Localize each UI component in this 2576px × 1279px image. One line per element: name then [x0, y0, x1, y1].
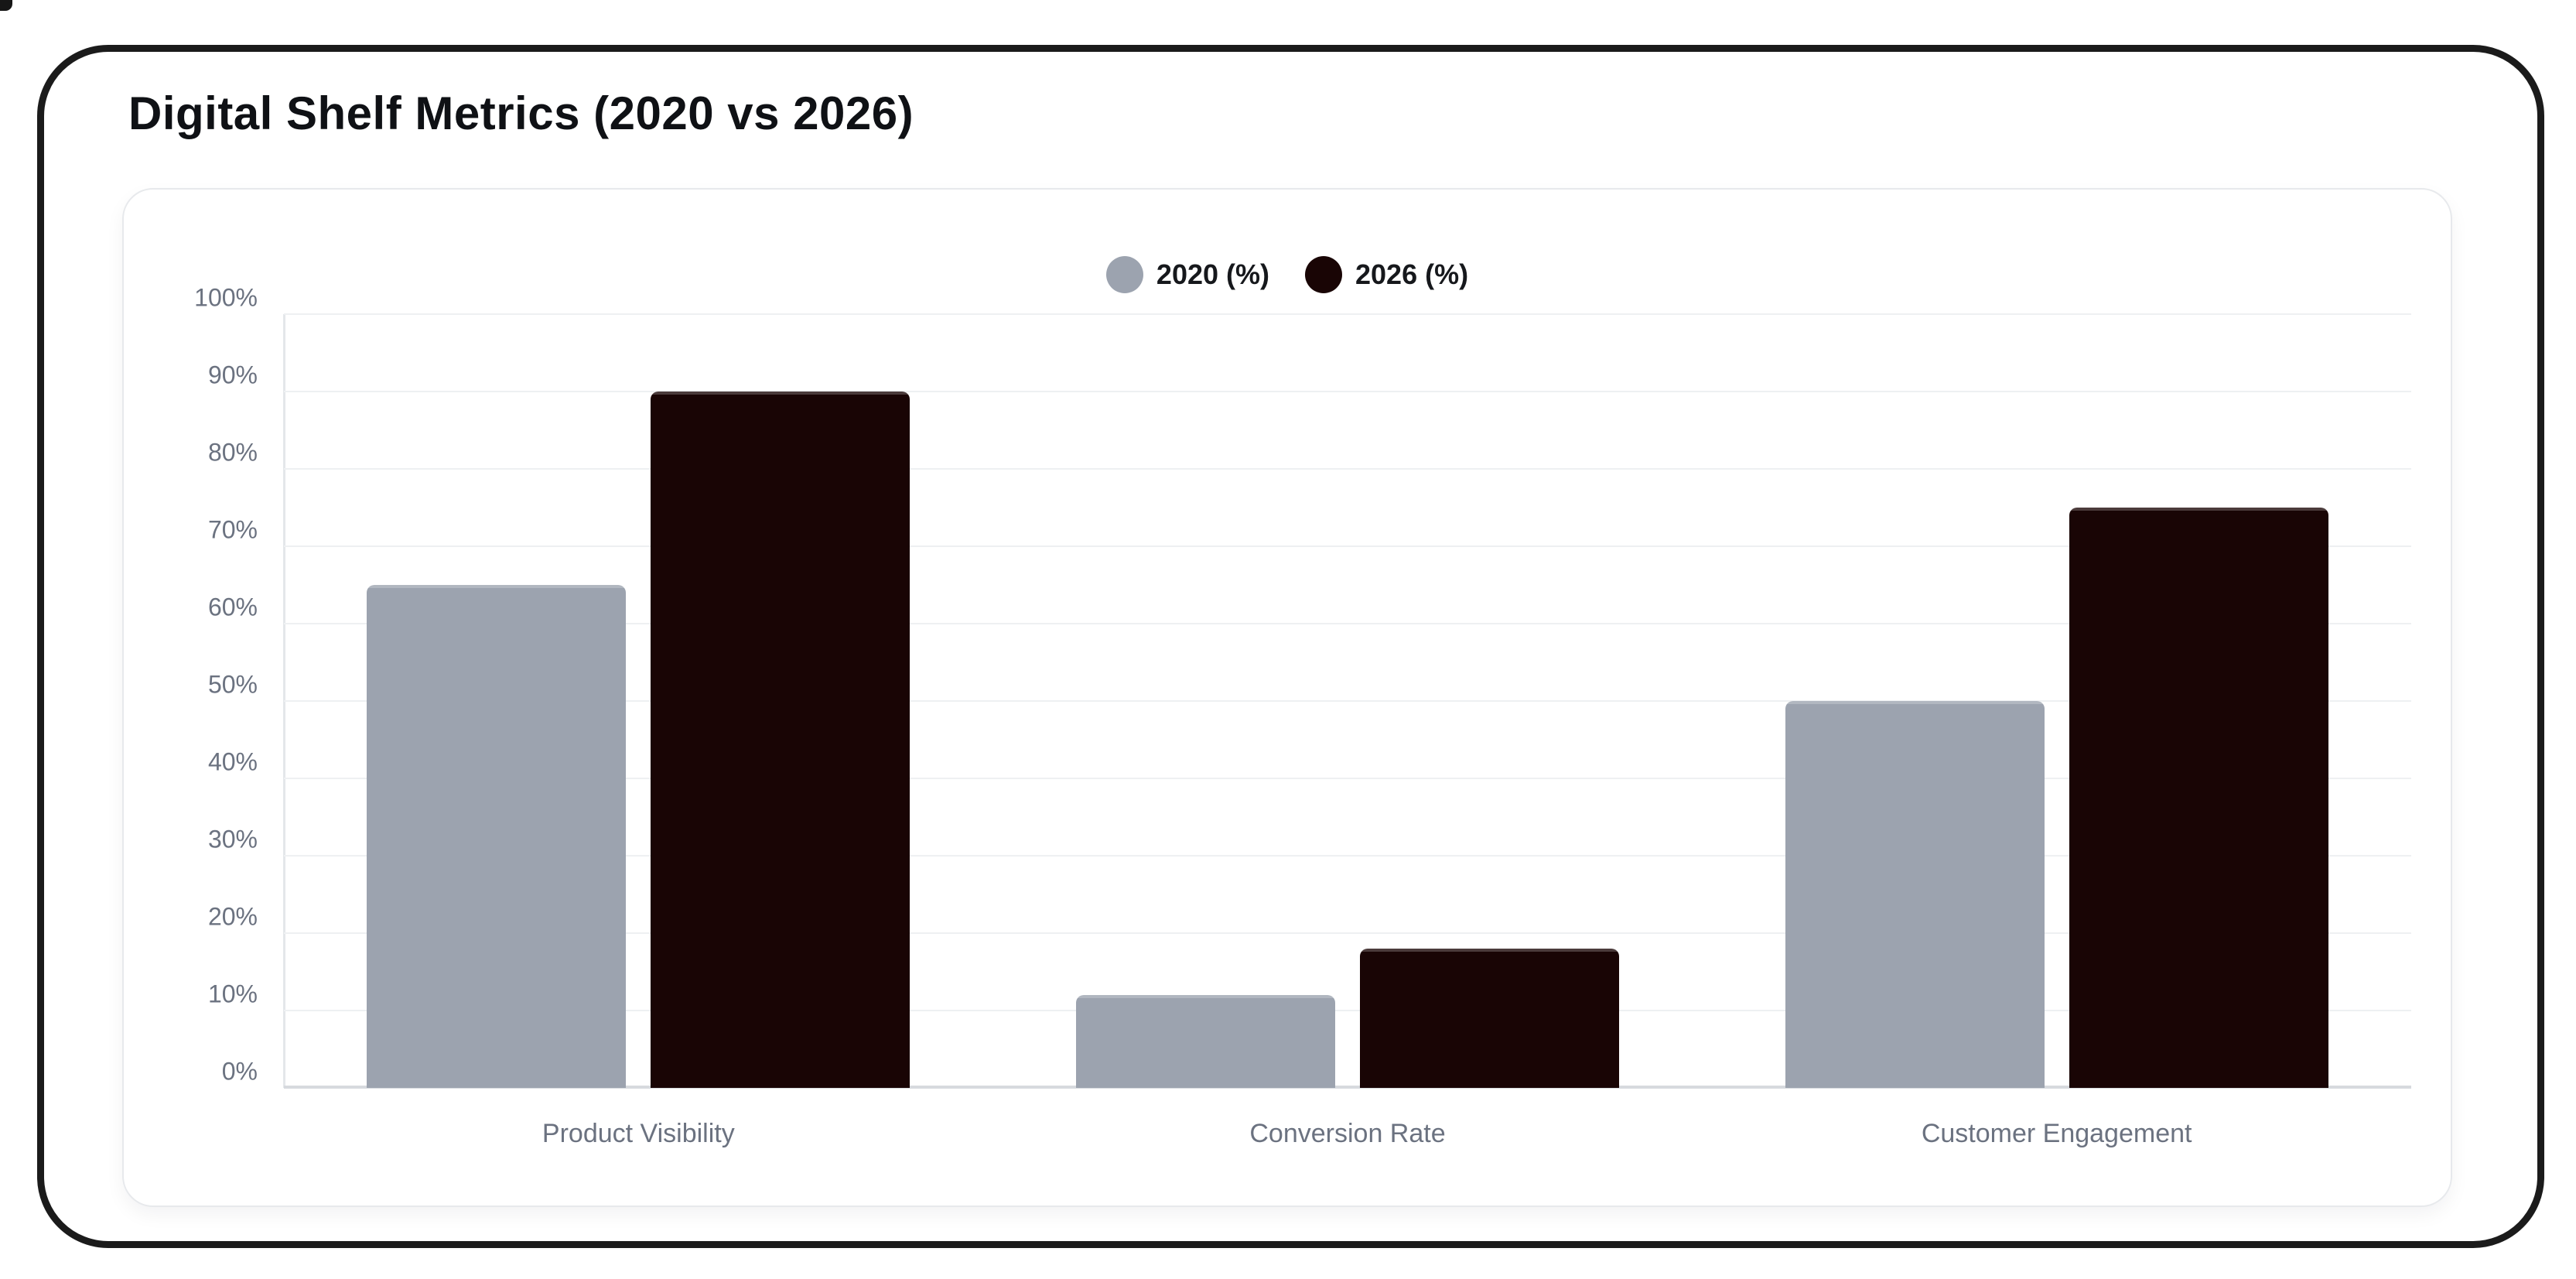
gridline [284, 545, 2411, 547]
bar-2020-product-visibility [367, 585, 627, 1088]
gridline [284, 313, 2411, 315]
gridline [284, 932, 2411, 934]
legend-label: 2020 (%) [1156, 258, 1269, 290]
y-tick-label: 100% [194, 283, 258, 312]
gridline [284, 700, 2411, 702]
legend-swatch-circle-icon [1105, 256, 1143, 293]
y-tick-label: 10% [207, 980, 258, 1008]
y-tick-label: 0% [221, 1057, 258, 1086]
y-tick-label: 50% [207, 670, 258, 699]
page-title: Digital Shelf Metrics (2020 vs 2026) [128, 87, 914, 139]
gridline [284, 468, 2411, 470]
gridline [284, 391, 2411, 392]
x-axis-baseline [284, 1086, 2411, 1089]
legend-item-2026[interactable]: 2026 (%) [1305, 256, 1468, 293]
category-label: Customer Engagement [1921, 1119, 2192, 1148]
legend-label: 2026 (%) [1355, 258, 1469, 290]
chart-legend: 2020 (%) 2026 (%) [124, 256, 2451, 293]
category-label: Product Visibility [542, 1119, 735, 1148]
gridline [284, 1010, 2411, 1011]
bar-2020-conversion-rate [1076, 995, 1335, 1088]
screen-corner-artifact [0, 0, 12, 11]
category-label: Conversion Rate [1249, 1119, 1446, 1148]
y-tick-label: 60% [207, 593, 258, 621]
gridline [284, 778, 2411, 779]
plot-area: 0% 10% 20% 30% 40% 50% 60% 70% 80% 90% 100% Product… [194, 284, 2411, 1148]
y-tick-label: 20% [207, 902, 258, 931]
bar-2026-customer-engagement [2069, 508, 2328, 1088]
gridline [284, 855, 2411, 857]
gridline [284, 623, 2411, 624]
y-tick-label: 70% [207, 515, 258, 544]
y-tick-label: 30% [207, 825, 258, 853]
bar-2020-customer-engagement [1785, 701, 2045, 1088]
bar-2026-conversion-rate [1360, 949, 1619, 1088]
chart-card: 2020 (%) 2026 (%) 0% 10% 20% 30% 40% 50% 60% 70%… [122, 188, 2452, 1207]
bar-2026-product-visibility [651, 392, 910, 1088]
y-tick-label: 80% [207, 438, 258, 467]
outer-frame [37, 45, 2544, 1248]
legend-item-2020[interactable]: 2020 (%) [1105, 256, 1269, 293]
y-tick-label: 90% [207, 361, 258, 389]
legend-swatch-circle-icon [1305, 256, 1342, 293]
y-tick-label: 40% [207, 747, 258, 776]
